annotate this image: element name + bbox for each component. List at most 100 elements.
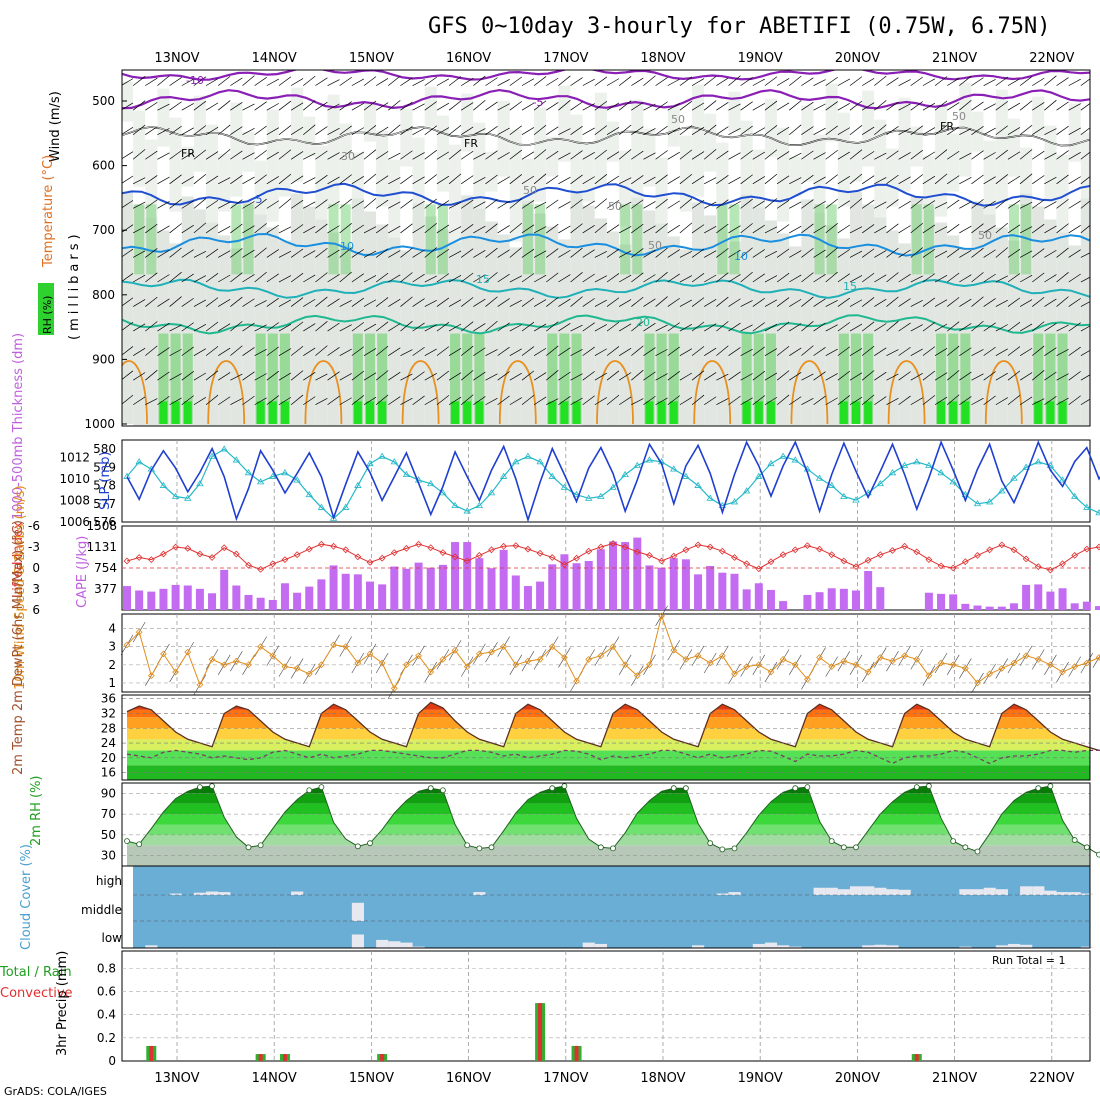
lifted-index-point [475,552,483,559]
wind-barb [242,298,255,307]
wind-barb [983,103,996,111]
wind-barb [898,322,911,332]
wind-barb [558,201,571,209]
rh-shade-upper [509,129,522,242]
wind-barb [849,125,863,135]
wind-barb [861,78,875,86]
wind-barb [716,223,729,234]
wind-barb [934,250,948,258]
precip-convective-bar [149,1045,154,1061]
wind-barb [533,226,547,234]
wind-barb [303,347,316,356]
wind-barb [716,373,729,381]
run-total-label: Run Total = 1 [992,954,1066,967]
li-tick-label: -3 [28,540,40,554]
wind-barb [667,176,680,185]
cape-bar [766,589,775,610]
bottom-date-label: 13NOV [154,1071,199,1086]
lifted-index-point [147,556,155,563]
wind-barb [339,149,352,160]
thickness-point [633,461,642,468]
lifted-index-point [439,549,447,556]
wind-barb [861,272,875,283]
wind-barb [290,297,304,307]
rh-shade-upper [473,122,486,217]
rh-point [731,845,738,852]
wind-barb [546,199,559,209]
lifted-index-point [937,562,945,570]
cape-bar [244,594,253,610]
wind-barb [752,103,765,111]
rh-shade-upper [254,160,267,237]
rh-shade [874,217,887,426]
wind-barb [363,348,377,356]
rh-line [126,785,1100,856]
thickness-point [1083,503,1091,510]
wind-speed-point [172,668,179,676]
wind-barb [740,247,753,258]
wind-barb [789,201,802,209]
wind-barb [533,372,547,381]
wind-barb [983,371,996,381]
wind-barb [375,151,389,160]
wind-barb [1007,370,1021,381]
wind-barb [886,397,899,406]
wind-barb [983,346,996,356]
wind-barb [122,370,134,380]
wind-barb [339,348,352,356]
wind-barb [740,324,753,332]
wind-barb [995,397,1008,406]
wind-barb [691,273,705,283]
cape-bar [548,564,557,610]
rh-shade-upper [449,144,462,257]
wind-barb [1068,395,1081,406]
rh-point [853,844,859,851]
wind-barb [363,299,377,307]
wind-barb [145,150,158,160]
wind-barb [861,224,875,234]
thickness-point [1070,492,1079,499]
rh-green [158,333,169,424]
wind-barb [509,275,522,283]
wind-barb [473,225,486,234]
thickness-point [852,496,860,503]
wind-barb [546,272,559,283]
rh-shade [789,246,802,426]
cloud-cover-bar [1044,890,1057,895]
wind-barb [1056,150,1069,160]
lifted-index-point [621,543,629,551]
wind-barb [922,78,936,86]
wind-barb [959,201,972,209]
contour-label: -10 [186,74,204,87]
wind-barb [315,321,328,332]
cloud-cover-bar [886,945,899,948]
rh-shade [436,229,449,426]
wind-barb [667,78,680,86]
precip-total-label: Total / Rain [0,965,72,980]
wind-barb [728,322,741,332]
wind-barb [448,76,462,86]
cloud-cover-bar [959,946,972,948]
wind-barb [436,346,450,356]
boundary-layer-contour [693,360,732,425]
wind-barb [1044,298,1057,307]
wind-barb [764,348,778,356]
top-date-label: 18NOV [640,51,685,66]
wind-barb [679,372,693,381]
top-date-label: 22NOV [1029,51,1074,66]
rh-shade [704,215,717,426]
wind-barb [631,175,644,185]
cape-bar [1034,584,1043,610]
wind-frame [121,613,1091,693]
wind-barb [558,225,571,234]
wind-barb [582,346,595,356]
wind-barb [776,321,790,332]
wind-barb [533,124,547,135]
wind-barb [934,149,948,160]
wind-barb [643,103,656,111]
wind-barb [509,125,523,136]
wind-barb [497,127,510,136]
cloud-cover-bar [777,945,790,948]
lifted-index-point [901,542,908,550]
